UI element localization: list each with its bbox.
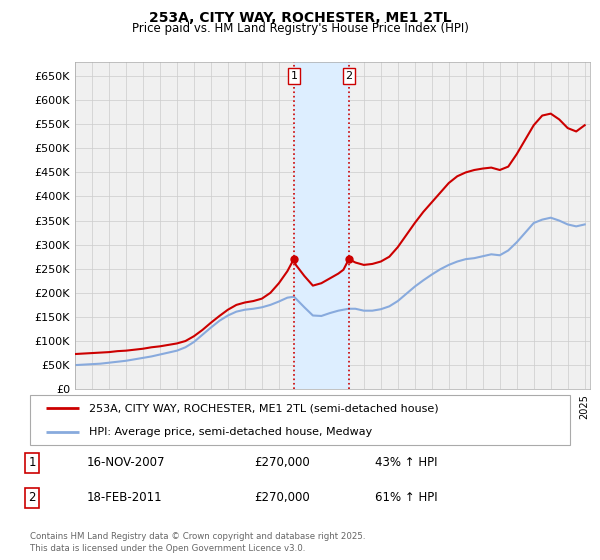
Text: Contains HM Land Registry data © Crown copyright and database right 2025.
This d: Contains HM Land Registry data © Crown c… — [30, 532, 365, 553]
Text: £270,000: £270,000 — [254, 456, 310, 469]
Text: 16-NOV-2007: 16-NOV-2007 — [87, 456, 166, 469]
Text: 253A, CITY WAY, ROCHESTER, ME1 2TL: 253A, CITY WAY, ROCHESTER, ME1 2TL — [149, 11, 451, 25]
Text: 253A, CITY WAY, ROCHESTER, ME1 2TL (semi-detached house): 253A, CITY WAY, ROCHESTER, ME1 2TL (semi… — [89, 403, 439, 413]
Text: Price paid vs. HM Land Registry's House Price Index (HPI): Price paid vs. HM Land Registry's House … — [131, 22, 469, 35]
FancyBboxPatch shape — [30, 395, 570, 445]
Text: 2: 2 — [28, 491, 36, 504]
Text: HPI: Average price, semi-detached house, Medway: HPI: Average price, semi-detached house,… — [89, 427, 373, 437]
Text: 43% ↑ HPI: 43% ↑ HPI — [375, 456, 437, 469]
Bar — [294, 62, 349, 389]
Text: 1: 1 — [28, 456, 36, 469]
Text: 18-FEB-2011: 18-FEB-2011 — [87, 491, 163, 504]
Text: 1: 1 — [290, 71, 298, 81]
Text: 2: 2 — [346, 71, 352, 81]
Text: 61% ↑ HPI: 61% ↑ HPI — [375, 491, 437, 504]
Text: £270,000: £270,000 — [254, 491, 310, 504]
